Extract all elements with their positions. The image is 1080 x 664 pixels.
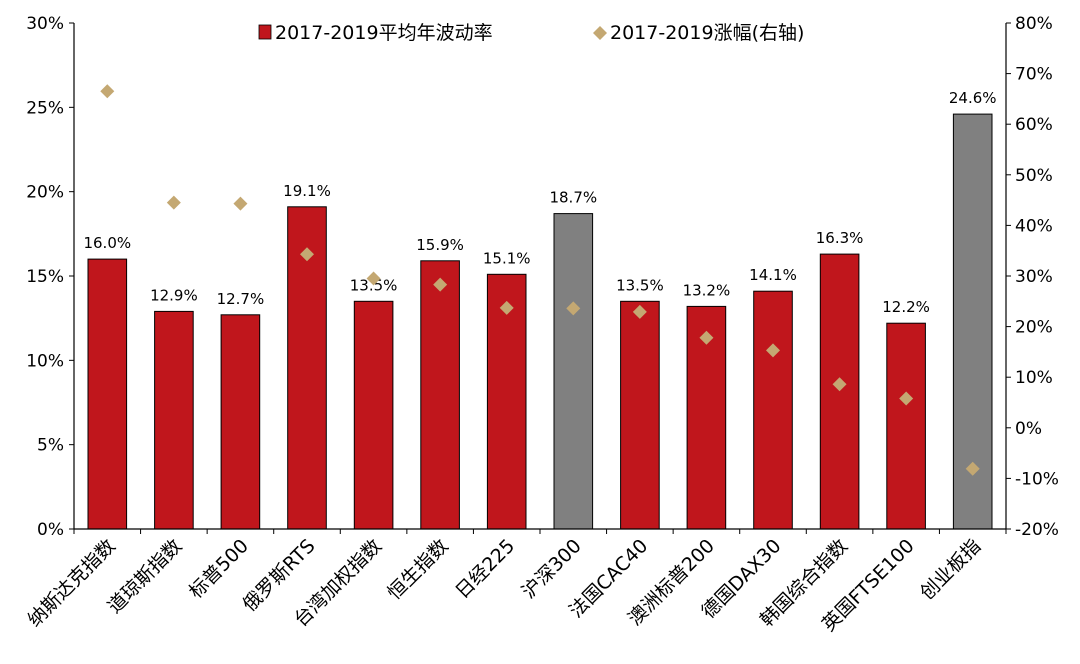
bar: [220, 314, 261, 530]
bar-value-label: 16.0%: [83, 234, 131, 252]
x-axis-category-label: 日经225: [451, 535, 519, 603]
scatter-point: [233, 196, 248, 211]
left-axis-tick-label: 10%: [26, 351, 64, 371]
x-axis-category-label: 恒生指数: [383, 535, 452, 604]
scatter-point: [965, 461, 980, 476]
bar: [154, 310, 194, 530]
bar-value-label: 12.9%: [150, 286, 198, 304]
scatter-point: [499, 300, 514, 315]
scatter-point: [632, 304, 647, 319]
bar: [353, 300, 394, 530]
bar: [952, 113, 993, 530]
right-axis-tick-label: 40%: [1015, 216, 1053, 236]
bar: [620, 300, 660, 530]
left-axis-tick-label: 15%: [26, 267, 64, 287]
legend-bar-label: 2017-2019平均年波动率: [275, 22, 493, 44]
left-axis-tick-label: 5%: [37, 436, 64, 456]
scatter-point: [899, 391, 914, 406]
right-axis-ticks: -20% -10% 0% 10% 20% 30% 40% 50% 60% 70% 80%: [1006, 14, 1059, 540]
x-axis-category-label: 标普500: [185, 535, 253, 603]
left-axis-tick-label: 20%: [26, 183, 64, 203]
bar-value-label: 19.1%: [283, 182, 331, 200]
scatter-point: [699, 330, 714, 345]
bar-value-label: 12.7%: [217, 290, 265, 308]
scatter-point: [766, 343, 780, 358]
bar-value-label: 16.3%: [816, 229, 864, 247]
bar: [753, 290, 793, 530]
bar-value-labels: 16.0% 12.9% 12.7% 19.1% 13.5% 15.9% 15.1% 18.7%…: [83, 89, 996, 316]
right-axis-tick-label: 30%: [1015, 267, 1053, 287]
legend-bar-swatch: [258, 24, 272, 40]
right-axis-tick-label: 60%: [1015, 115, 1053, 135]
scatter-point: [300, 247, 314, 262]
bar: [420, 260, 460, 530]
legend-scatter-label: 2017-2019涨幅(右轴): [610, 22, 804, 44]
scatter-series: [100, 84, 980, 476]
scatter-point: [100, 84, 115, 99]
x-axis-category-label: 创业板指: [916, 535, 985, 604]
bar: [819, 253, 860, 530]
left-axis-tick-label: 0%: [37, 520, 64, 540]
bar-value-label: 13.5%: [616, 276, 664, 294]
bar-value-label: 12.2%: [882, 298, 930, 316]
right-axis-tick-label: 50%: [1015, 166, 1053, 186]
scatter-point: [366, 271, 381, 286]
bar: [486, 273, 527, 530]
left-axis-tick-label: 30%: [26, 14, 64, 34]
right-axis-tick-label: 20%: [1015, 318, 1053, 338]
x-axis-ticks: [73, 529, 1007, 534]
right-axis-tick-label: -20%: [1015, 520, 1059, 540]
left-axis-ticks: 0% 5% 10% 15% 20% 25% 30%: [26, 14, 74, 540]
right-axis-tick-label: 80%: [1015, 14, 1053, 34]
bar-series: [87, 113, 993, 530]
right-axis-tick-label: 0%: [1015, 419, 1042, 439]
right-axis-tick-label: 10%: [1015, 368, 1053, 388]
bar-value-label: 18.7%: [549, 189, 597, 207]
bar: [87, 258, 128, 530]
scatter-point: [433, 277, 448, 292]
scatter-point: [832, 377, 847, 392]
axes: [73, 23, 1007, 530]
right-axis-tick-label: -10%: [1015, 469, 1059, 489]
bar: [886, 322, 926, 530]
bar-value-label: 13.2%: [683, 281, 731, 299]
bar-value-label: 15.1%: [483, 249, 531, 267]
legend: 2017-2019平均年波动率 2017-2019涨幅(右轴): [258, 22, 804, 44]
x-axis-category-label: 纳斯达克指数: [24, 535, 120, 631]
legend-diamond-marker: [593, 26, 607, 40]
left-axis-tick-label: 25%: [26, 98, 64, 118]
x-axis-category-label: 沪深300: [518, 535, 586, 603]
x-axis-category-labels: 纳斯达克指数道琼斯指数标普500俄罗斯RTS台湾加权指数恒生指数日经225沪深3…: [24, 535, 986, 636]
bar: [553, 213, 594, 530]
right-axis-tick-label: 70%: [1015, 65, 1053, 85]
bar-value-label: 24.6%: [949, 89, 997, 107]
scatter-point: [566, 301, 581, 316]
bar-value-label: 15.9%: [416, 236, 464, 254]
bar-value-label: 14.1%: [749, 266, 797, 284]
scatter-point: [166, 195, 181, 210]
